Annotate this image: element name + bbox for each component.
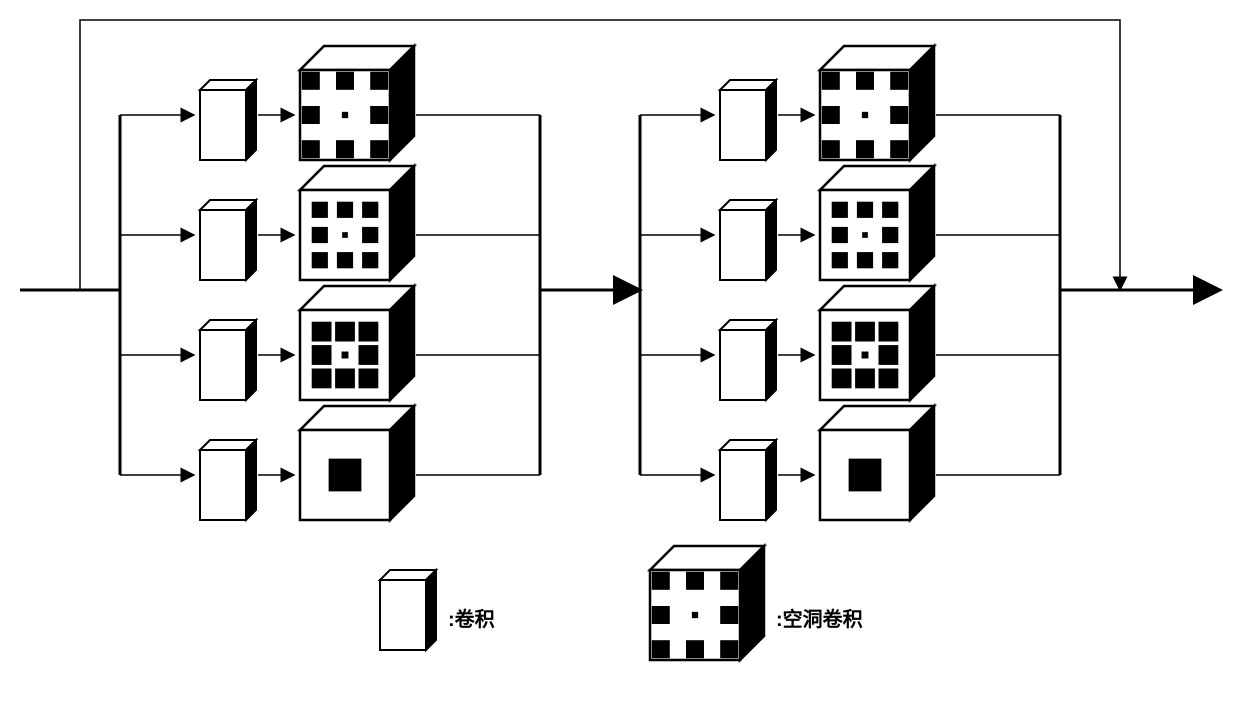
- legend-dilated-label: :空洞卷积: [776, 603, 863, 632]
- legend-conv-label: :卷积: [448, 603, 495, 632]
- diagram-svg: [0, 0, 1240, 701]
- dilated-conv-block-diagram: :卷积 :空洞卷积: [0, 0, 1240, 701]
